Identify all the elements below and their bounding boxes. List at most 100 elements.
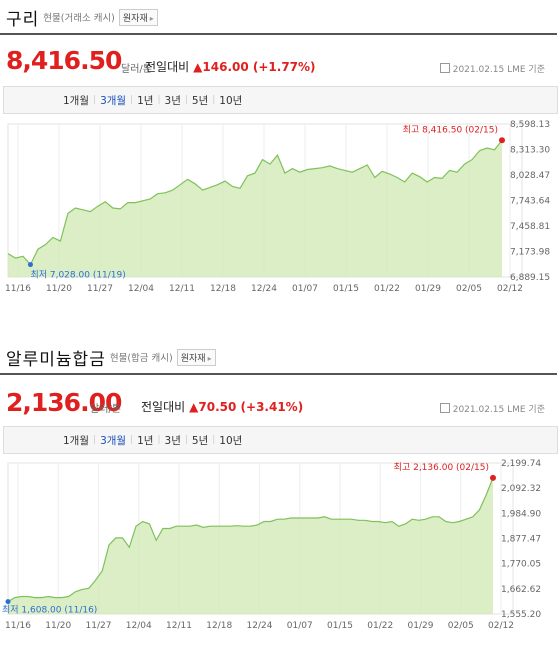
y-tick-label: 2,092.32 <box>501 484 541 494</box>
x-tick-label: 02/05 <box>456 284 482 294</box>
aluminium-date: 2021.02.15 LME 기준 <box>439 402 545 415</box>
y-tick-label: 1,770.05 <box>501 560 541 570</box>
y-tick-label: 6,889.15 <box>510 273 550 283</box>
chevron-right-icon: ▸ <box>149 13 154 23</box>
x-tick-label: 01/15 <box>333 284 359 294</box>
y-tick-label: 1,555.20 <box>501 610 541 620</box>
series-line <box>7 139 503 266</box>
x-tick-label: 11/20 <box>46 284 72 294</box>
tab-separator: | <box>130 435 134 445</box>
copper-panel: 구리 현물(거래소 캐시) 원자재 ▸ 8,416.50 달러/톤 전일대비 ▲14… <box>0 0 560 318</box>
copper-change-label: 전일대비 <box>145 60 190 74</box>
copper-date: 2021.02.15 LME 기준 <box>439 62 545 75</box>
aluminium-subtitle: 현물(합금 캐시) <box>109 353 173 364</box>
tab-aluminium-5[interactable]: 10년 <box>219 434 243 447</box>
tab-aluminium-3[interactable]: 3년 <box>164 434 181 447</box>
tab-separator: | <box>93 435 97 445</box>
chevron-right-icon: ▸ <box>207 353 212 363</box>
y-tick-label: 7,743.64 <box>510 197 550 207</box>
copper-title-row: 구리 현물(거래소 캐시) 원자재 ▸ <box>6 6 158 30</box>
aluminium-name: 알루미늄합금 <box>6 349 106 370</box>
x-tick-label: 02/05 <box>448 621 474 631</box>
x-tick-label: 12/24 <box>247 621 273 631</box>
tab-copper-3[interactable]: 3년 <box>164 94 181 107</box>
tab-copper-5[interactable]: 10년 <box>219 94 243 107</box>
copper-origin-button[interactable]: 원자재 ▸ <box>118 8 158 26</box>
aluminium-panel: 알루미늄합금 현물(합금 캐시) 원자재 ▸ 2,136.00 달러/톤 전일대비… <box>0 340 560 667</box>
x-tick-label: 11/20 <box>45 621 71 631</box>
x-tick-label: 01/29 <box>415 284 441 294</box>
tab-aluminium-0[interactable]: 1개월 <box>63 434 90 447</box>
x-tick-label: 12/24 <box>251 284 277 294</box>
tab-separator: | <box>157 95 161 105</box>
copper-unit: 달러/톤 <box>121 64 152 75</box>
aluminium-change-label: 전일대비 <box>141 400 186 414</box>
low-point <box>5 599 11 605</box>
high-label: 최고 8,416.50 (02/15) <box>403 124 498 135</box>
x-tick-label: 01/15 <box>327 621 353 631</box>
x-tick-label: 11/27 <box>86 621 112 631</box>
aluminium-divider <box>0 373 557 375</box>
x-tick-label: 11/16 <box>5 284 31 294</box>
x-tick-label: 01/22 <box>367 621 393 631</box>
aluminium-price: 2,136.00 <box>6 388 122 417</box>
aluminium-unit: 달러/톤 <box>90 404 121 415</box>
aluminium-range-tabs: 1개월 | 3개월 | 1년 | 3년 | 5년 | 10년 <box>3 426 558 454</box>
copper-change-value: ▲146.00 (+1.77%) <box>193 60 316 74</box>
tab-copper-0[interactable]: 1개월 <box>63 94 90 107</box>
y-tick-label: 8,598.13 <box>510 120 550 130</box>
tab-aluminium-4[interactable]: 5년 <box>191 434 209 447</box>
y-tick-label: 8,313.30 <box>510 146 550 156</box>
x-tick-label: 12/18 <box>206 621 232 631</box>
tab-separator: | <box>184 435 188 445</box>
tab-copper-2[interactable]: 1년 <box>137 94 154 107</box>
calendar-icon <box>439 403 450 413</box>
x-tick-label: 01/07 <box>292 284 318 294</box>
copper-price: 8,416.50 <box>6 46 122 75</box>
x-tick-label: 01/07 <box>287 621 313 631</box>
high-point <box>490 474 496 481</box>
aluminium-title-row: 알루미늄합금 현물(합금 캐시) 원자재 ▸ <box>6 346 216 370</box>
copper-chart: 11/16 11/20 11/27 12/04 12/11 12/18 12/24 01/07… <box>5 120 550 294</box>
tab-aluminium-2[interactable]: 1년 <box>137 434 154 447</box>
x-tick-label: 02/12 <box>488 621 514 631</box>
aluminium-date-text: 2021.02.15 LME 기준 <box>452 405 545 415</box>
x-tick-label: 12/04 <box>126 621 152 631</box>
x-tick-label: 12/11 <box>169 284 195 294</box>
tab-aluminium-1[interactable]: 3개월 <box>100 434 127 447</box>
tab-copper-4[interactable]: 5년 <box>191 94 209 107</box>
low-label: 최저 1,608.00 (11/16) <box>2 605 97 616</box>
tab-copper-1[interactable]: 3개월 <box>100 94 127 107</box>
aluminium-origin-label: 원자재 <box>180 353 206 364</box>
tab-separator: | <box>212 435 216 445</box>
aluminium-change-value: ▲70.50 (+3.41%) <box>189 400 304 414</box>
copper-origin-label: 원자재 <box>122 13 148 24</box>
calendar-icon <box>439 63 450 73</box>
x-tick-label: 12/11 <box>166 621 192 631</box>
copper-change: 전일대비 ▲146.00 (+1.77%) <box>145 58 316 75</box>
low-label: 최저 7,028.00 (11/19) <box>30 270 125 281</box>
y-tick-label: 7,173.98 <box>510 248 550 258</box>
copper-date-text: 2021.02.15 LME 기준 <box>452 65 545 75</box>
y-tick-label: 8,028.47 <box>510 171 550 181</box>
y-tick-label: 1,662.62 <box>501 585 541 595</box>
y-tick-label: 7,458.81 <box>510 222 550 232</box>
x-tick-label: 01/29 <box>408 621 434 631</box>
tab-separator: | <box>157 435 161 445</box>
y-tick-label: 1,877.47 <box>501 535 541 545</box>
tab-separator: | <box>130 95 134 105</box>
tab-separator: | <box>212 95 216 105</box>
copper-subtitle: 현물(거래소 캐시) <box>43 13 115 24</box>
high-point <box>499 137 505 144</box>
x-tick-label: 02/12 <box>497 284 523 294</box>
y-tick-label: 2,199.74 <box>501 459 541 469</box>
tab-separator: | <box>93 95 97 105</box>
aluminium-origin-button[interactable]: 원자재 ▸ <box>176 348 216 366</box>
copper-range-tabs: 1개월 | 3개월 | 1년 | 3년 | 5년 | 10년 <box>3 86 558 114</box>
y-tick-label: 1,984.90 <box>501 509 541 519</box>
x-tick-label: 12/04 <box>128 284 154 294</box>
copper-divider <box>0 33 557 35</box>
x-tick-label: 11/27 <box>87 284 113 294</box>
series-line <box>7 477 494 603</box>
aluminium-change: 전일대비 ▲70.50 (+3.41%) <box>141 398 303 415</box>
